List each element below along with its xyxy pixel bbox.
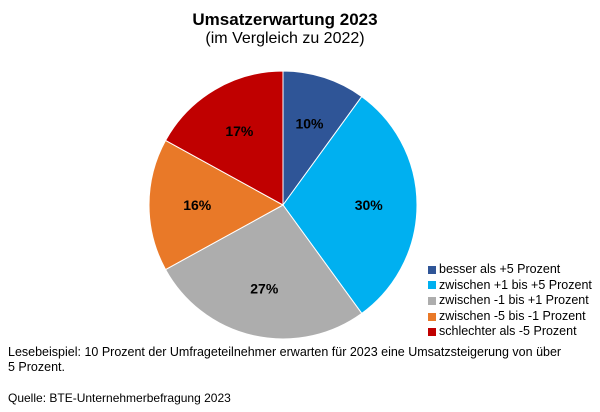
legend-item: zwischen -5 bis -1 Prozent (428, 309, 592, 325)
legend-label: zwischen +1 bis +5 Prozent (439, 277, 592, 292)
legend-label: zwischen -1 bis +1 Prozent (439, 293, 589, 308)
legend-item: zwischen +1 bis +5 Prozent (428, 278, 592, 294)
legend-swatch (428, 265, 436, 274)
pie-slice (282, 95, 418, 315)
legend-label: besser als +5 Prozent (439, 262, 561, 276)
legend-item: zwischen -1 bis +1 Prozent (428, 293, 592, 309)
legend-item: besser als +5 Prozent (428, 262, 592, 278)
legend-swatch (428, 328, 436, 337)
reading-example-note: Lesebeispiel: 10 Prozent der Umfrageteil… (8, 345, 562, 374)
slice-label: 30% (355, 197, 384, 213)
legend: besser als +5 Prozent zwischen +1 bis +5 … (428, 262, 592, 340)
chart-title: Umsatzerwartung 2023 (192, 10, 378, 29)
legend-swatch (428, 312, 436, 321)
slice-label: 10% (295, 115, 324, 131)
chart-subtitle: (im Vergleich zu 2022) (205, 30, 365, 47)
slice-label: 27% (250, 281, 279, 297)
legend-swatch (428, 296, 436, 305)
source-note: Quelle: BTE-Unternehmerbefragung 2023 (8, 391, 231, 405)
legend-item: schlechter als -5 Prozent (428, 324, 592, 340)
pie-slice (148, 139, 285, 271)
slice-label: 17% (225, 123, 254, 139)
pie-slice (164, 204, 363, 340)
legend-label: schlechter als -5 Prozent (439, 324, 577, 339)
legend-label: zwischen -5 bis -1 Prozent (439, 308, 586, 323)
slice-label: 16% (183, 197, 212, 213)
pie-slice (164, 70, 284, 206)
pie-slice (282, 70, 363, 207)
legend-swatch (428, 281, 436, 290)
